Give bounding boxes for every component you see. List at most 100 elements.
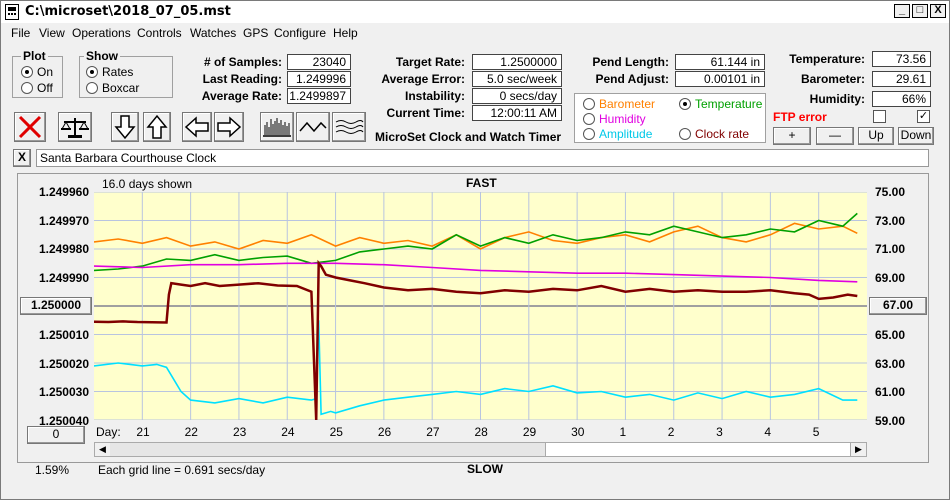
left-tick: 1.249970 <box>38 214 89 228</box>
line-graph-button[interactable] <box>296 112 330 142</box>
series-humidity <box>94 262 858 283</box>
menu-watches[interactable]: Watches <box>190 26 237 40</box>
day-tick-label: 3 <box>716 425 723 439</box>
grid-note: Each grid line = 0.691 secs/day <box>98 463 266 477</box>
day-tick-label: 24 <box>281 425 295 439</box>
show-group: Show Rates Boxcar <box>79 49 173 98</box>
histogram-button[interactable] <box>260 112 294 142</box>
pend-length-label: Pend Length: <box>592 55 669 69</box>
percent-readout: 1.59% <box>35 463 70 477</box>
last-reading-label: Last Reading: <box>202 72 282 86</box>
menu-view[interactable]: View <box>39 26 65 40</box>
left-tick: 1.250020 <box>38 357 89 371</box>
plot-on-radio[interactable]: On <box>21 65 53 79</box>
last-reading-value: 1.249996 <box>287 71 351 87</box>
pend-adjust-value: 0.00101 in <box>675 71 765 87</box>
average-error-label: Average Error: <box>381 72 465 86</box>
menu-bar: File View Operations Controls Watches GP… <box>1 23 949 43</box>
samples-value: 23040 <box>287 54 351 70</box>
right-axis: 75.00 73.00 71.00 69.00 65.00 63.00 61.0… <box>875 185 925 428</box>
right-tick: 61.00 <box>875 385 906 399</box>
left-tick: 1.249960 <box>38 185 89 199</box>
balance-button[interactable] <box>58 112 92 142</box>
plot-off-radio[interactable]: Off <box>21 81 53 95</box>
menu-controls[interactable]: Controls <box>137 26 182 40</box>
arrow-right-icon <box>217 116 242 138</box>
radio-selected-icon <box>679 98 691 110</box>
menu-configure[interactable]: Configure <box>274 26 327 40</box>
plus-button[interactable]: + <box>773 127 811 145</box>
sensor-select-box: Barometer Temperature Humidity Amplitude… <box>574 93 766 143</box>
show-boxcar-radio[interactable]: Boxcar <box>86 81 139 95</box>
arrow-down-icon <box>114 115 136 140</box>
average-rate-label: Average Rate: <box>201 89 282 103</box>
left-reference-button[interactable]: 1.250000 <box>20 297 92 315</box>
rate-chart <box>94 192 867 420</box>
left-tick: 1.250010 <box>38 328 89 342</box>
radio-icon <box>86 82 98 94</box>
scroll-value-button[interactable]: 0 <box>27 426 85 444</box>
day-tick-label: 25 <box>329 425 343 439</box>
arrow-up-icon <box>146 114 168 139</box>
red-x-icon <box>18 115 42 139</box>
minus-button[interactable]: — <box>816 127 854 145</box>
radio-icon <box>583 128 595 140</box>
right-tick: 75.00 <box>875 185 906 199</box>
left-tick: 1.249990 <box>38 271 89 285</box>
sensor-temperature-radio[interactable]: Temperature <box>679 97 762 111</box>
current-time-label: Current Time: <box>386 106 465 120</box>
calculator-icon[interactable] <box>5 4 19 20</box>
radio-icon <box>583 113 595 125</box>
right-tick: 59.00 <box>875 414 906 428</box>
average-error-value: 5.0 sec/week <box>472 71 562 87</box>
right-tick: 73.00 <box>875 214 906 228</box>
days-shown-label: 16.0 days shown <box>102 177 193 191</box>
ftp-checkbox-2[interactable]: ✓ <box>917 110 930 123</box>
day-tick-label: 1 <box>619 425 627 439</box>
day-tick-label: 28 <box>474 425 488 439</box>
ftp-checkbox-1[interactable] <box>873 110 886 123</box>
menu-help[interactable]: Help <box>333 26 358 40</box>
sensor-clock-rate-radio[interactable]: Clock rate <box>679 127 749 141</box>
up-button[interactable]: Up <box>858 127 894 145</box>
scrollbar-thumb[interactable] <box>545 443 851 456</box>
day-tick-label: 2 <box>667 425 675 439</box>
humidity-label: Humidity: <box>809 92 865 106</box>
smooth-graph-button[interactable] <box>332 112 366 142</box>
maximize-button[interactable]: □ <box>912 4 928 18</box>
close-button[interactable]: X <box>930 4 946 18</box>
left-tick: 1.250040 <box>38 414 89 428</box>
menu-operations[interactable]: Operations <box>72 26 131 40</box>
pend-adjust-label: Pend Adjust: <box>595 72 669 86</box>
clock-name-field[interactable]: Santa Barbara Courthouse Clock <box>36 149 929 167</box>
show-rates-radio[interactable]: Rates <box>86 65 133 79</box>
scroll-right-arrow-icon[interactable]: ▶ <box>851 443 866 456</box>
horizontal-scrollbar[interactable]: ◀ ▶ <box>94 442 867 457</box>
down-button[interactable]: Down <box>898 127 934 145</box>
radio-selected-icon <box>86 66 98 78</box>
radio-icon <box>21 82 33 94</box>
menu-file[interactable]: File <box>11 26 31 40</box>
sensor-amplitude-radio[interactable]: Amplitude <box>583 127 652 141</box>
clear-button[interactable] <box>14 112 46 142</box>
menu-gps[interactable]: GPS <box>243 26 269 40</box>
title-bar: C:\microset\2018_07_05.mst _ □ X <box>1 1 949 23</box>
instability-value: 0 secs/day <box>472 88 562 104</box>
scroll-right-button[interactable] <box>214 112 244 142</box>
series-temperature <box>94 212 858 272</box>
arrow-left-icon <box>184 116 209 138</box>
sensor-barometer-radio[interactable]: Barometer <box>583 97 655 111</box>
scroll-up-button[interactable] <box>143 112 171 142</box>
radio-selected-icon <box>21 66 33 78</box>
humidity-value: 66% <box>872 91 931 107</box>
balance-scale-icon <box>61 118 89 138</box>
right-reference-button[interactable]: 67.00 <box>869 297 927 315</box>
clock-close-button[interactable]: X <box>13 149 31 167</box>
minimize-button[interactable]: _ <box>894 4 910 18</box>
sensor-humidity-radio[interactable]: Humidity <box>583 112 646 126</box>
fast-label: FAST <box>466 176 497 190</box>
scroll-down-button[interactable] <box>111 112 139 142</box>
scroll-left-arrow-icon[interactable]: ◀ <box>95 443 110 456</box>
scroll-left-button[interactable] <box>182 112 212 142</box>
